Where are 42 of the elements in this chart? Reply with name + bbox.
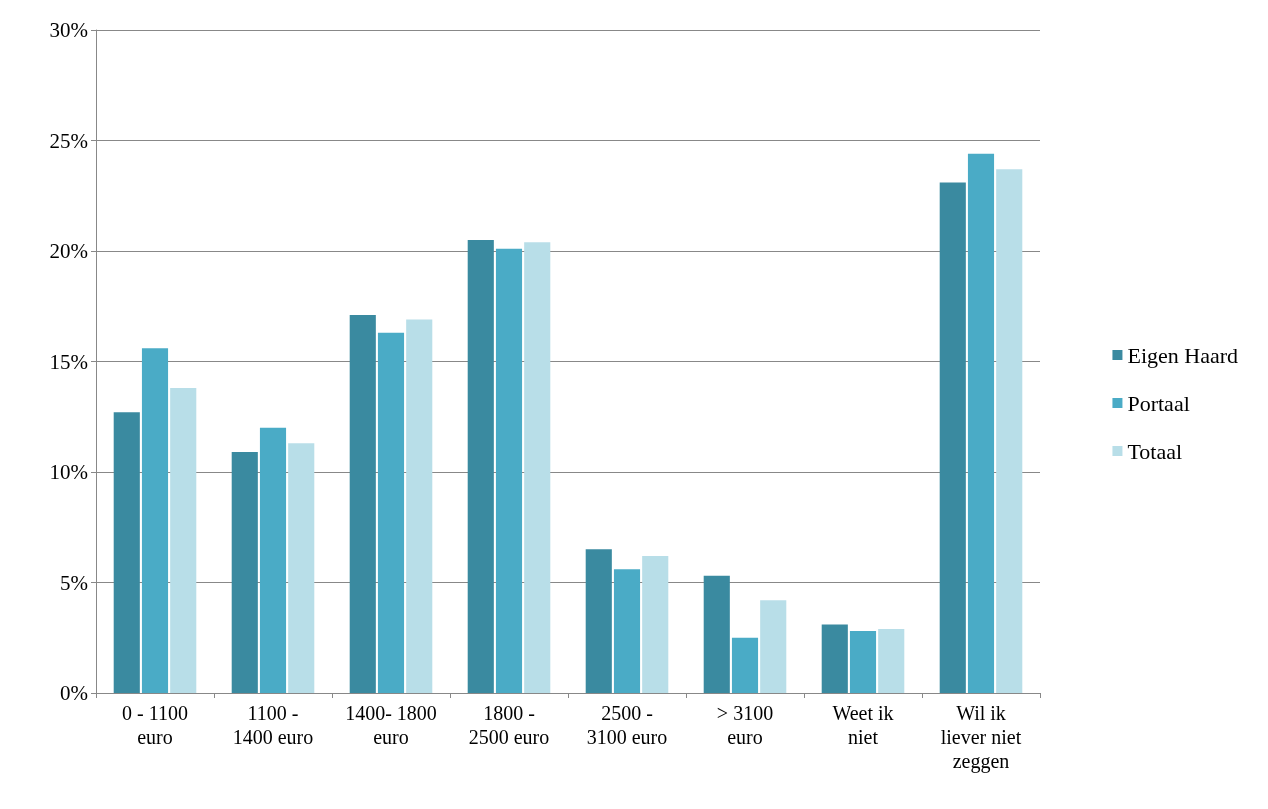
bar [878, 628, 905, 693]
bar [967, 153, 995, 693]
y-tick-label: 30% [49, 18, 88, 42]
bar [731, 637, 759, 693]
bar [585, 549, 612, 693]
x-tick-label: 1800 - 2500 euro [468, 702, 550, 748]
bar [406, 319, 433, 693]
x-tick-label: > 3100 euro [716, 702, 774, 748]
bar [703, 575, 730, 693]
bar [524, 242, 551, 693]
x-tick-label: 1100 - 1400 euro [232, 702, 314, 748]
legend-label: Portaal [1127, 390, 1190, 416]
bar [170, 388, 197, 693]
bar [821, 624, 848, 693]
x-tick-label: 2500 - 3100 euro [586, 702, 668, 748]
x-tick-label: 1400- 1800 euro [345, 702, 437, 748]
y-tick-label: 5% [60, 570, 88, 595]
bar [349, 315, 376, 693]
bar [760, 600, 787, 693]
x-tick-label: 0 - 1100 euro [122, 702, 188, 748]
bar [141, 348, 169, 693]
bar [849, 631, 877, 693]
y-tick-label: 0% [60, 681, 88, 705]
y-tick-label: 10% [49, 460, 88, 484]
y-tick-label: 15% [49, 349, 88, 374]
bar [467, 239, 494, 693]
legend-label: Totaal [1127, 438, 1183, 464]
legend-label: Eigen Haard [1127, 342, 1238, 368]
bar [377, 332, 405, 693]
bar [613, 569, 641, 693]
bar [642, 555, 669, 693]
bar [113, 412, 140, 693]
y-tick-label: 25% [49, 128, 88, 153]
bar [495, 248, 523, 693]
bar [939, 182, 966, 693]
bar [231, 452, 258, 693]
bar [288, 443, 315, 693]
x-tick-label: Weet ik niet [832, 702, 894, 748]
x-tick-label: Wil ik liever niet zeggen [940, 702, 1022, 773]
y-tick-label: 20% [49, 239, 88, 263]
bar [259, 427, 287, 693]
bar [996, 169, 1023, 693]
